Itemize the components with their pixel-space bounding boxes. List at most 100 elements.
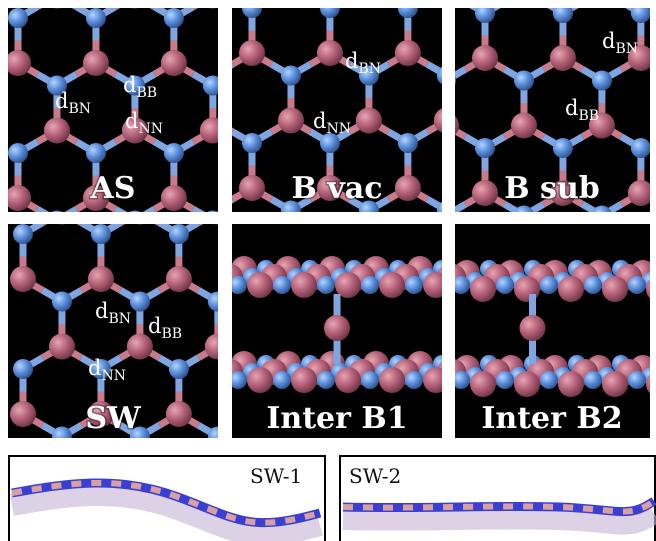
nitrogen-atom [540,371,558,389]
bond [580,201,603,212]
panel-label: B sub [504,171,599,206]
nitrogen-atom [8,143,28,163]
boron-atom [472,180,498,206]
nitrogen-atom [168,224,189,244]
bond [71,8,76,10]
boron-atom [433,0,459,4]
boron-atom [291,272,317,298]
boron-atom [82,185,109,211]
nitrogen-atom [584,276,602,294]
distance-subscript: BN [68,101,91,117]
nitrogen-atom [630,8,650,23]
boron-atom [43,117,70,144]
distance-symbol: d [55,89,68,113]
nitrogen-atom [90,224,111,244]
panel [433,0,650,212]
boron-atom [8,185,31,211]
nitrogen-atom [436,66,442,85]
panel-label: Inter B2 [481,401,622,436]
distance-symbol: d [345,49,358,73]
nitrogen-atom [8,8,28,28]
boron-atom [549,180,576,206]
boron-atom [394,175,421,201]
bond [504,0,523,2]
nitrogen-atom [455,276,470,294]
boron-atom [519,315,546,341]
nitrogen-atom [207,291,218,312]
boron-atom [602,276,628,302]
boron-atom [165,401,192,427]
boron-atom [627,45,650,71]
boron-atom [602,371,628,397]
distance-label: dNN [313,109,351,137]
panel-label: B vac [292,171,383,206]
nitrogen-atom [319,133,340,153]
bond [446,0,465,2]
distance-subscript: BB [578,108,599,124]
panel [232,256,442,393]
bond [455,66,468,80]
nitrogen-atom [168,359,189,379]
bond [149,8,154,10]
boron-atom [588,112,615,139]
nitrogen-atom [124,75,145,96]
distance-subscript: BN [358,61,381,77]
nitrogen-atom [496,371,514,389]
boron-atom [131,8,139,9]
distance-subscript: NN [138,121,163,137]
nitrogen-atom [552,8,573,23]
bond [38,8,43,10]
nitrogen-atom [405,276,423,294]
boron-atom [433,108,442,133]
boron-atom [589,0,615,4]
nitrogen-atom [163,8,184,28]
boron-atom [82,50,109,76]
nitrogen-atom [628,371,646,389]
boron-atom [87,401,114,427]
bond [64,206,79,212]
nitrogen-atom [207,426,218,438]
boron-atom [335,272,361,298]
bottom-label: SW-2 [349,464,401,488]
nitrogen-atom [475,8,495,23]
distance-symbol: d [602,29,615,53]
distance-label: dNN [125,109,163,137]
distance-symbol: d [88,356,101,380]
nitrogen-atom [280,65,301,86]
boron-atom [247,272,273,298]
bond [154,224,159,226]
panel [8,8,218,212]
boron-atom [335,367,361,393]
nitrogen-atom [242,133,262,153]
bond [142,206,156,212]
nitrogen-atom [163,143,184,163]
panel-label: Inter B1 [266,401,407,436]
boron-atom [324,315,350,341]
distance-label: dBN [602,29,638,57]
distance-label: dBB [123,73,157,101]
bond [76,224,81,226]
bond [524,0,543,2]
distance-symbol: d [148,314,161,338]
boron-atom [160,50,187,76]
nitrogen-atom [361,371,379,389]
bond [425,61,442,77]
nitrogen-atom [358,65,379,86]
boron-atom [204,333,218,360]
panel-bg [8,8,218,212]
nitrogen-atom [496,276,514,294]
boron-atom [291,367,317,393]
boron-atom [121,117,148,144]
boron-atom [239,40,265,66]
nitrogen-atom [280,200,301,212]
boron-atom [316,175,343,201]
bond [199,224,204,226]
nitrogen-atom [552,138,573,158]
boron-atom [48,333,75,360]
boron-atom [470,371,496,397]
panel-bg [455,224,650,438]
boron-atom [514,371,540,397]
nitrogen-atom [436,201,442,212]
nitrogen-atom [319,8,340,18]
nitrogen-atom [85,143,106,163]
